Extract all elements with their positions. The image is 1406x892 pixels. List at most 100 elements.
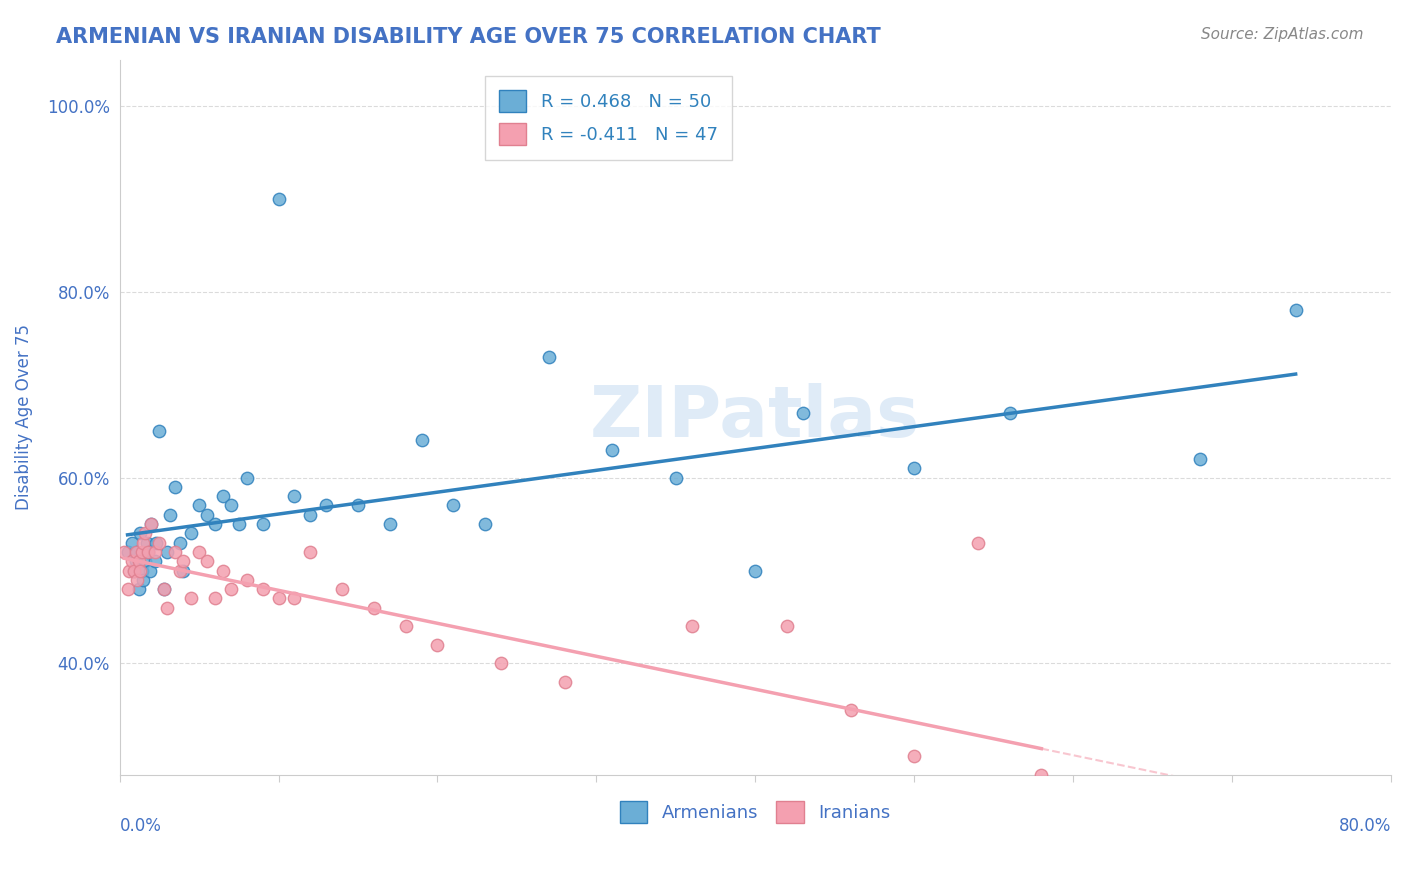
Point	[792, 406, 814, 420]
Point	[330, 582, 353, 596]
Point	[998, 406, 1021, 420]
Point	[204, 517, 226, 532]
Text: ARMENIAN VS IRANIAN DISABILITY AGE OVER 75 CORRELATION CHART: ARMENIAN VS IRANIAN DISABILITY AGE OVER …	[56, 27, 882, 46]
Point	[665, 470, 688, 484]
Point	[124, 554, 146, 568]
Point	[744, 564, 766, 578]
Text: 0.0%: 0.0%	[120, 816, 162, 835]
Point	[145, 535, 167, 549]
Point	[121, 535, 143, 549]
Point	[235, 470, 257, 484]
Point	[1285, 303, 1308, 318]
Point	[212, 489, 235, 503]
Point	[1031, 768, 1053, 782]
Point	[132, 573, 155, 587]
Point	[148, 535, 170, 549]
Point	[172, 564, 194, 578]
Point	[124, 545, 146, 559]
Point	[118, 564, 141, 578]
Point	[143, 545, 166, 559]
Point	[252, 517, 274, 532]
Point	[148, 424, 170, 438]
Point	[426, 638, 449, 652]
Point	[283, 591, 305, 606]
Point	[153, 582, 176, 596]
Point	[141, 517, 163, 532]
Point	[134, 526, 156, 541]
Point	[554, 675, 576, 690]
Point	[169, 535, 191, 549]
Point	[188, 545, 211, 559]
Point	[267, 591, 290, 606]
Point	[188, 499, 211, 513]
Point	[363, 600, 385, 615]
Point	[121, 554, 143, 568]
Point	[441, 499, 464, 513]
Point	[136, 545, 159, 559]
Point	[132, 535, 155, 549]
Point	[267, 192, 290, 206]
Point	[180, 591, 202, 606]
Point	[135, 535, 157, 549]
Point	[378, 517, 401, 532]
Point	[252, 582, 274, 596]
Point	[122, 564, 145, 578]
Text: 80.0%: 80.0%	[1339, 816, 1391, 835]
Point	[195, 508, 218, 522]
Text: Source: ZipAtlas.com: Source: ZipAtlas.com	[1201, 27, 1364, 42]
Point	[235, 573, 257, 587]
Point	[935, 787, 957, 801]
Point	[112, 545, 135, 559]
Point	[411, 434, 433, 448]
Point	[489, 657, 512, 671]
Point	[122, 564, 145, 578]
Point	[1189, 452, 1212, 467]
Point	[117, 545, 139, 559]
Point	[117, 582, 139, 596]
Point	[169, 564, 191, 578]
Point	[903, 461, 925, 475]
Point	[131, 545, 153, 559]
Point	[903, 749, 925, 764]
Point	[537, 350, 560, 364]
Point	[299, 508, 322, 522]
Point	[283, 489, 305, 503]
Point	[129, 526, 152, 541]
Point	[127, 545, 149, 559]
Point	[966, 535, 988, 549]
Point	[128, 554, 150, 568]
Point	[299, 545, 322, 559]
Point	[681, 619, 703, 633]
Point	[212, 564, 235, 578]
Point	[172, 554, 194, 568]
Point	[128, 582, 150, 596]
Y-axis label: Disability Age Over 75: Disability Age Over 75	[15, 324, 32, 510]
Point	[136, 545, 159, 559]
Point	[395, 619, 418, 633]
Point	[474, 517, 496, 532]
Point	[165, 480, 187, 494]
Point	[156, 545, 179, 559]
Point	[180, 526, 202, 541]
Point	[131, 564, 153, 578]
Point	[127, 573, 149, 587]
Point	[153, 582, 176, 596]
Point	[219, 499, 242, 513]
Point	[129, 564, 152, 578]
Point	[204, 591, 226, 606]
Point	[600, 442, 623, 457]
Point	[219, 582, 242, 596]
Point	[159, 508, 181, 522]
Point	[195, 554, 218, 568]
Point	[347, 499, 370, 513]
Point	[776, 619, 799, 633]
Point	[134, 554, 156, 568]
Point	[139, 564, 162, 578]
Point	[141, 517, 163, 532]
Point	[143, 554, 166, 568]
Point	[228, 517, 250, 532]
Legend: R = 0.468   N = 50, R = -0.411   N = 47: R = 0.468 N = 50, R = -0.411 N = 47	[485, 76, 733, 160]
Text: ZIPatlas: ZIPatlas	[591, 383, 921, 451]
Point	[165, 545, 187, 559]
Point	[315, 499, 337, 513]
